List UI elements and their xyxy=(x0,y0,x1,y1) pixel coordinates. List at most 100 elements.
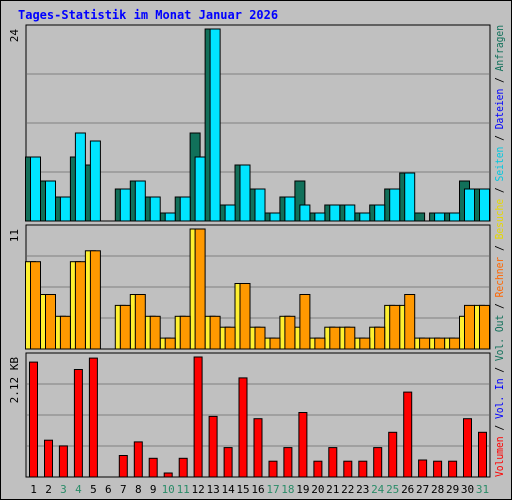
bar-rechner-day-11 xyxy=(179,315,191,350)
bar-volumen-day-24 xyxy=(373,447,383,478)
legend-item-6: Rechner xyxy=(493,256,506,297)
bar-volumen-day-29 xyxy=(448,460,458,478)
bar-dateien-day-31 xyxy=(479,188,490,222)
bar-dateien-day-14 xyxy=(224,204,236,222)
bar-rechner-day-20 xyxy=(314,337,326,350)
bar-dateien-day-19 xyxy=(299,204,311,222)
bar-rechner-day-4 xyxy=(74,261,86,350)
bar-rechner-day-13 xyxy=(209,315,221,350)
day-label-30: 30 xyxy=(461,483,474,496)
legend-item-11: / xyxy=(493,129,506,146)
legend-item-14: Anfragen xyxy=(493,25,506,71)
day-label-15: 15 xyxy=(236,483,249,496)
bar-volumen-day-25 xyxy=(388,431,398,478)
bar-rechner-day-27 xyxy=(419,337,431,350)
bar-rechner-day-3 xyxy=(59,315,71,350)
bar-rechner-day-23 xyxy=(359,337,371,350)
legend-item-0: Volumen xyxy=(493,436,506,477)
bar-volumen-day-17 xyxy=(268,460,278,478)
legend-item-5: / xyxy=(493,297,506,314)
bar-volumen-day-11 xyxy=(178,457,188,478)
day-label-5: 5 xyxy=(90,483,97,496)
day-label-21: 21 xyxy=(326,483,339,496)
bar-volumen-day-12 xyxy=(193,356,203,478)
bar-rechner-day-12 xyxy=(194,228,206,350)
day-label-13: 13 xyxy=(206,483,219,496)
bar-dateien-day-28 xyxy=(434,212,446,222)
legend-item-8: Besuche xyxy=(493,199,506,240)
bar-dateien-day-29 xyxy=(449,212,461,222)
bar-rechner-day-8 xyxy=(134,294,146,350)
bar-dateien-day-22 xyxy=(344,204,356,222)
legend-right: Volumen / Vol. In / Vol. Out / Rechner /… xyxy=(493,25,506,477)
bar-dateien-day-23 xyxy=(359,212,371,222)
day-label-14: 14 xyxy=(221,483,235,496)
bar-rechner-day-25 xyxy=(389,304,401,350)
day-label-1: 1 xyxy=(30,483,37,496)
day-label-29: 29 xyxy=(446,483,459,496)
panel-1-max-label: 24 xyxy=(8,29,21,43)
chart-title: Tages-Statistik im Monat Januar 2026 xyxy=(18,8,279,22)
day-label-16: 16 xyxy=(251,483,264,496)
bar-dateien-day-24 xyxy=(374,204,386,222)
bar-dateien-day-4 xyxy=(74,132,86,222)
bar-volumen-day-1 xyxy=(29,361,38,478)
bar-volumen-day-13 xyxy=(208,415,218,478)
day-label-2: 2 xyxy=(45,483,52,496)
bar-rechner-day-28 xyxy=(434,337,446,350)
day-label-28: 28 xyxy=(431,483,444,496)
bar-volumen-day-9 xyxy=(148,457,158,478)
bar-rechner-day-21 xyxy=(329,326,341,350)
bar-volumen-day-26 xyxy=(403,391,413,478)
day-label-23: 23 xyxy=(356,483,369,496)
bar-volumen-day-21 xyxy=(328,447,338,478)
legend-item-13: / xyxy=(493,71,506,88)
bar-volumen-day-28 xyxy=(433,460,443,478)
day-label-8: 8 xyxy=(135,483,142,496)
day-label-9: 9 xyxy=(150,483,157,496)
bar-rechner-day-14 xyxy=(224,326,236,350)
legend-item-1: / xyxy=(493,419,506,436)
bar-volumen-day-10 xyxy=(163,472,173,478)
day-label-24: 24 xyxy=(371,483,385,496)
bar-volumen-day-31 xyxy=(478,431,487,478)
bar-dateien-day-18 xyxy=(284,196,296,222)
bar-rechner-day-30 xyxy=(464,304,475,350)
panel-3-max-label: 2.12 KB xyxy=(8,357,21,404)
bar-dateien-day-16 xyxy=(254,188,266,222)
bar-volumen-day-4 xyxy=(73,369,83,478)
bar-rechner-day-2 xyxy=(45,294,56,350)
bar-dateien-day-15 xyxy=(239,164,251,222)
bar-rechner-day-7 xyxy=(119,304,131,350)
bar-volumen-day-22 xyxy=(343,460,353,478)
bar-rechner-day-22 xyxy=(344,326,356,350)
day-label-10: 10 xyxy=(162,483,175,496)
legend-item-9: / xyxy=(493,181,506,198)
day-label-31: 31 xyxy=(476,483,489,496)
day-label-26: 26 xyxy=(401,483,414,496)
bar-volumen-day-15 xyxy=(238,377,248,478)
legend-item-10: Seiten xyxy=(493,147,506,182)
bar-rechner-day-9 xyxy=(149,315,161,350)
bar-dateien-day-11 xyxy=(179,196,191,222)
bar-dateien-day-13 xyxy=(209,28,221,222)
bar-volumen-day-20 xyxy=(313,460,323,478)
bar-volumen-day-27 xyxy=(418,459,428,478)
bar-dateien-day-21 xyxy=(329,204,341,222)
day-label-12: 12 xyxy=(191,483,204,496)
bar-dateien-day-25 xyxy=(389,188,401,222)
bar-dateien-day-8 xyxy=(134,180,146,222)
day-label-18: 18 xyxy=(281,483,294,496)
legend-item-12: Dateien xyxy=(493,89,506,130)
bar-rechner-day-1 xyxy=(30,261,41,350)
legend-item-4: Vol. Out xyxy=(493,315,506,361)
bar-rechner-day-24 xyxy=(374,326,386,350)
bar-dateien-day-10 xyxy=(164,212,176,222)
bar-dateien-day-7 xyxy=(119,188,131,222)
legend-item-2: Vol. In xyxy=(493,378,506,419)
day-label-11: 11 xyxy=(177,483,190,496)
day-label-22: 22 xyxy=(341,483,354,496)
bar-volumen-day-14 xyxy=(223,447,233,478)
bar-volumen-day-8 xyxy=(133,441,143,478)
